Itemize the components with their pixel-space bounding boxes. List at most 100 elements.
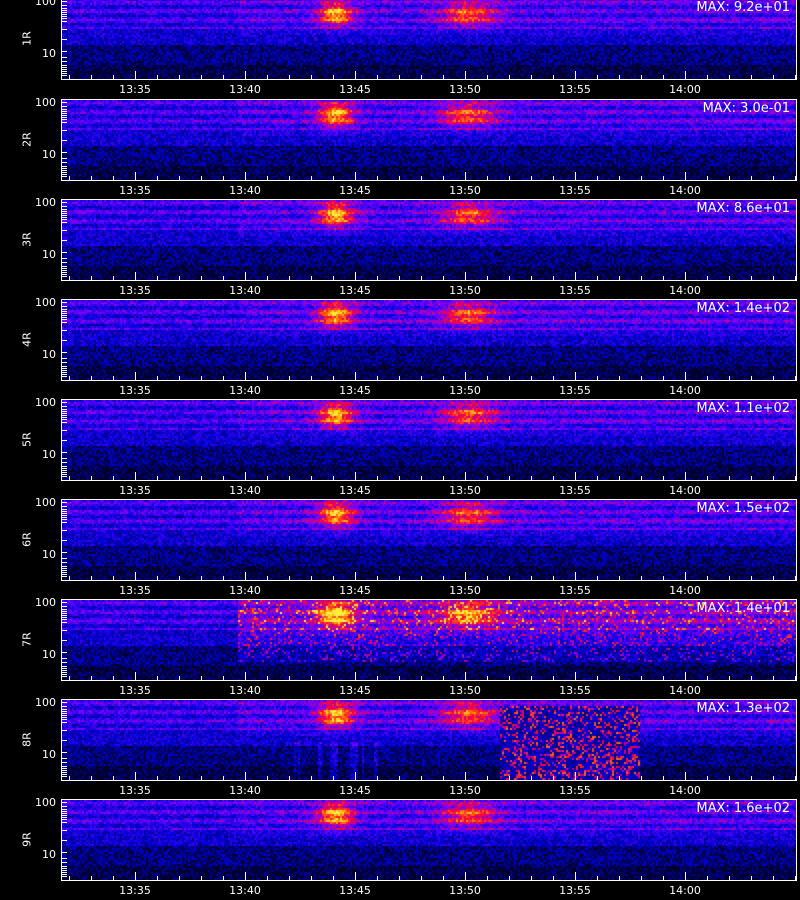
y-tick-mark — [62, 715, 67, 716]
x-tick-label: 13:35 — [119, 284, 151, 297]
x-tick-mark — [509, 476, 510, 480]
x-tick-label: 13:45 — [339, 484, 371, 497]
panel-2R: MAX: 3.0e-01 2R 10 100 13:35 13:40 13:45 13:50 1… — [0, 96, 800, 200]
y-tick-mark — [62, 315, 67, 316]
x-tick-label: 13:55 — [559, 83, 591, 96]
y-tick-mark — [62, 402, 67, 403]
x-tick-mark — [311, 676, 312, 680]
x-tick-label: 13:50 — [449, 684, 481, 697]
y-tick-mark — [62, 213, 67, 214]
x-tick-mark — [553, 676, 554, 680]
y-tick-mark — [62, 413, 67, 414]
y-tick-mark — [62, 617, 67, 618]
y-tick-mark — [62, 611, 67, 612]
y-tick-mark — [62, 815, 67, 816]
x-tick-mark — [355, 372, 356, 380]
y-tick-mark — [62, 762, 67, 763]
x-tick-mark — [773, 776, 774, 780]
y-tick-mark — [62, 668, 67, 669]
x-tick-label: 13:40 — [229, 484, 261, 497]
x-tick-mark — [575, 272, 576, 280]
x-tick-mark — [311, 576, 312, 580]
x-tick-mark — [795, 476, 796, 480]
x-tick-mark — [685, 172, 686, 180]
x-tick-mark — [421, 376, 422, 380]
y-tick-mark — [62, 170, 67, 171]
x-tick-mark — [729, 376, 730, 380]
x-tick-mark — [663, 376, 664, 380]
x-tick-mark — [619, 876, 620, 880]
max-label: MAX: 8.6e+01 — [696, 201, 790, 216]
y-tick-mark — [62, 574, 67, 575]
x-tick-mark — [465, 172, 466, 180]
x-tick-mark — [399, 776, 400, 780]
x-tick-mark — [443, 376, 444, 380]
y-tick-label: 10 — [42, 348, 56, 361]
y-tick-mark — [62, 662, 67, 663]
y-tick-mark — [62, 630, 67, 631]
x-tick-mark — [245, 872, 246, 880]
x-tick-mark — [157, 876, 158, 880]
x-tick-label: 13:45 — [339, 83, 371, 96]
y-tick-mark — [62, 530, 67, 531]
y-tick-mark — [62, 39, 67, 40]
x-tick-label: 13:55 — [559, 184, 591, 197]
y-tick-mark — [62, 14, 67, 15]
x-tick-label: 13:45 — [339, 584, 371, 597]
y-tick-mark — [62, 852, 67, 853]
y-tick-mark — [62, 266, 67, 267]
y-tick-mark — [62, 568, 67, 569]
x-tick-mark — [663, 176, 664, 180]
x-tick-mark — [509, 176, 510, 180]
y-tick-mark — [62, 158, 67, 159]
x-tick-mark — [267, 276, 268, 280]
x-tick-label: 14:00 — [669, 784, 701, 797]
x-tick-mark — [575, 172, 576, 180]
y-tick-mark — [62, 602, 67, 603]
x-tick-mark — [91, 876, 92, 880]
x-tick-mark — [685, 772, 686, 780]
y-tick-mark — [62, 119, 67, 120]
x-tick-mark — [289, 576, 290, 580]
x-tick-mark — [289, 376, 290, 380]
panel-label: 1R — [20, 31, 34, 46]
x-tick-mark — [795, 176, 796, 180]
x-tick-label: 13:45 — [339, 684, 371, 697]
y-tick-mark — [62, 240, 67, 241]
y-tick-label: 100 — [35, 496, 56, 509]
x-tick-mark — [641, 376, 642, 380]
x-tick-mark — [465, 772, 466, 780]
y-tick-mark — [62, 717, 67, 718]
y-tick-label: 100 — [35, 0, 56, 8]
x-tick-mark — [487, 75, 488, 79]
x-tick-mark — [773, 376, 774, 380]
x-tick-mark — [487, 576, 488, 580]
x-tick-label: 13:50 — [449, 284, 481, 297]
spectrogram-6R — [62, 500, 796, 580]
x-tick-label: 13:55 — [559, 884, 591, 897]
panel-label: 6R — [20, 532, 34, 547]
x-tick-mark — [377, 276, 378, 280]
spectrogram-5R — [62, 400, 796, 480]
x-tick-mark — [509, 776, 510, 780]
x-tick-mark — [267, 676, 268, 680]
y-tick-mark — [62, 8, 67, 9]
y-tick-mark — [62, 766, 67, 767]
panel-label: 8R — [20, 732, 34, 747]
y-tick-mark — [62, 75, 67, 76]
y-tick-mark — [62, 858, 67, 859]
x-tick-mark — [355, 572, 356, 580]
y-tick-mark — [62, 330, 67, 331]
y-tick-mark — [62, 770, 67, 771]
y-tick-mark — [62, 870, 67, 871]
x-tick-label: 13:35 — [119, 884, 151, 897]
x-tick-mark — [69, 676, 70, 680]
x-tick-mark — [245, 472, 246, 480]
x-tick-mark — [245, 172, 246, 180]
y-tick-mark — [62, 322, 67, 323]
y-tick-mark — [62, 230, 67, 231]
y-tick-mark — [62, 811, 67, 812]
x-tick-mark — [773, 276, 774, 280]
y-tick-mark — [62, 562, 67, 563]
y-tick-mark — [62, 317, 67, 318]
